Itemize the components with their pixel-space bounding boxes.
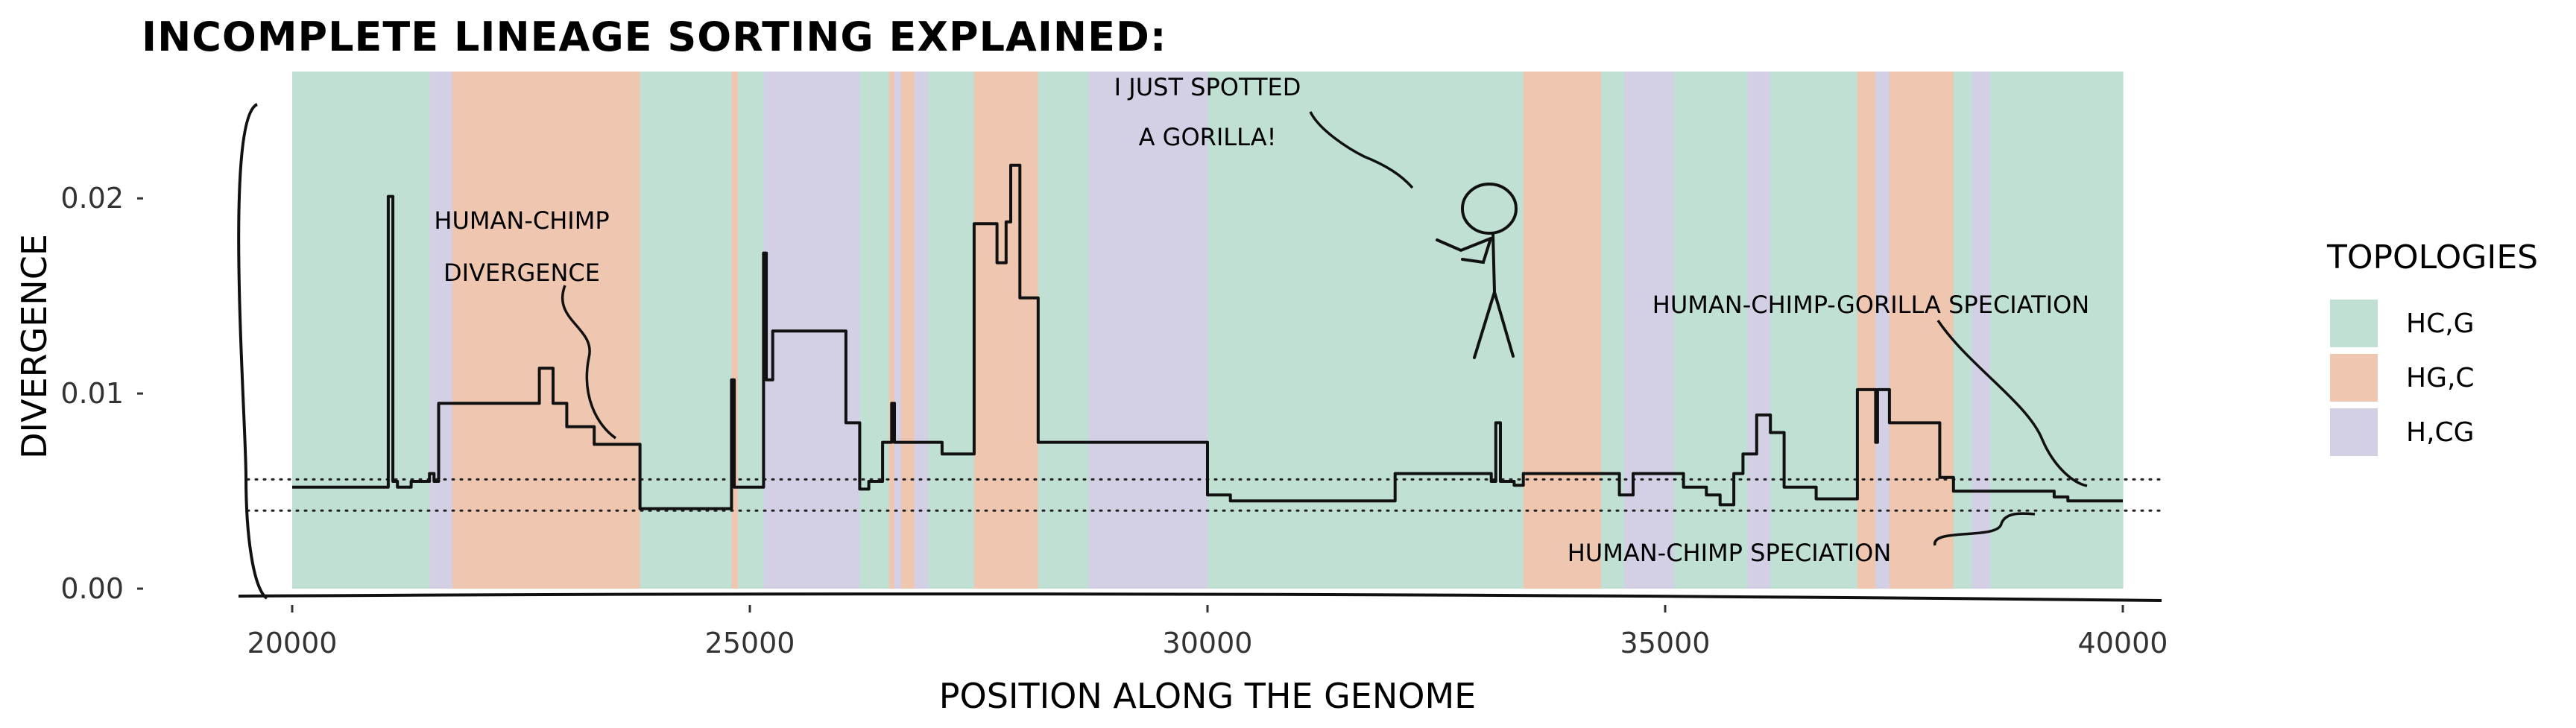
annotation-pointer xyxy=(1936,320,2088,487)
y-tick-label: 0.01 xyxy=(60,377,124,410)
topology-band-21 xyxy=(1674,72,1749,589)
x-axis-ticks: 20000 25000 30000 35000 40000 xyxy=(247,605,2168,659)
y-axis-ticks: 0.00 0.01 0.02 xyxy=(60,182,143,605)
y-tick-label: 0.00 xyxy=(60,572,124,605)
topology-band-5 xyxy=(731,72,739,589)
annotation-text: DIVERGENCE xyxy=(443,259,600,287)
chart-title: INCOMPLETE LINEAGE SORTING EXPLAINED: xyxy=(142,13,1167,60)
topology-band-15 xyxy=(1038,72,1089,589)
topology-band-27 xyxy=(1953,72,1972,589)
annotation-text: HUMAN-CHIMP xyxy=(434,206,609,235)
stick-figure-arms xyxy=(1436,237,1492,265)
topology-band-14 xyxy=(973,72,1039,589)
x-tick-label: 20000 xyxy=(247,627,338,659)
x-tick-label: 40000 xyxy=(2078,627,2168,659)
annotation-gorilla-spotted: I JUST SPOTTED A GORILLA! xyxy=(1114,73,1414,189)
y-tick-label: 0.02 xyxy=(60,182,124,215)
legend-swatch-hg_c xyxy=(2330,354,2378,402)
legend-label-h_cg: H,CG xyxy=(2406,417,2475,448)
topology-band-29 xyxy=(1989,72,2124,589)
annotation-text: HUMAN-CHIMP SPECIATION xyxy=(1568,539,1892,567)
x-tick-label: 25000 xyxy=(705,627,795,659)
topology-band-23 xyxy=(1770,72,1858,589)
topology-band-4 xyxy=(640,72,733,589)
annotation-hcg-speciation: HUMAN-CHIMP-GORILLA SPECIATION xyxy=(1652,291,2089,487)
annotation-text: I JUST SPOTTED xyxy=(1114,73,1301,101)
series-line-0 xyxy=(292,163,2123,510)
topology-band-26 xyxy=(1889,72,1954,589)
x-axis-line xyxy=(238,592,2162,602)
topology-band-10 xyxy=(894,72,902,589)
annotation-pointer xyxy=(561,285,616,440)
topology-band-12 xyxy=(915,72,929,589)
topology-band-18 xyxy=(1523,72,1602,589)
stick-figure-head xyxy=(1461,183,1518,235)
topology-band-25 xyxy=(1875,72,1890,589)
y-axis-line xyxy=(237,103,268,600)
topology-band-28 xyxy=(1972,72,1991,589)
annotation-pointer xyxy=(1933,512,2036,546)
topology-band-19 xyxy=(1601,72,1625,589)
topology-band-11 xyxy=(900,72,915,589)
x-axis-title: POSITION ALONG THE GENOME xyxy=(939,676,1476,716)
topology-band-20 xyxy=(1623,72,1675,589)
topology-band-1 xyxy=(388,72,430,589)
x-tick-label: 30000 xyxy=(1163,627,1253,659)
y-axis-title: DIVERGENCE xyxy=(14,234,54,459)
divergence-series xyxy=(292,163,2123,510)
topology-band-22 xyxy=(1747,72,1771,589)
x-tick-label: 35000 xyxy=(1620,627,1711,659)
legend-label-hc_g: HC,G xyxy=(2406,308,2475,339)
annotation-hc-speciation: HUMAN-CHIMP SPECIATION xyxy=(1568,512,2036,567)
stick-figure-legs xyxy=(1473,291,1515,359)
topology-band-8 xyxy=(859,72,890,589)
annotation-text: A GORILLA! xyxy=(1139,123,1277,151)
annotation-human-chimp-divergence: HUMAN-CHIMP DIVERGENCE xyxy=(434,206,616,440)
legend-label-hg_c: HG,C xyxy=(2406,363,2475,393)
stick-figure-illustration xyxy=(1436,183,1518,359)
annotation-text: HUMAN-CHIMP-GORILLA SPECIATION xyxy=(1652,291,2089,319)
topology-band-0 xyxy=(292,72,389,589)
legend-title: TOPOLOGIES xyxy=(2326,238,2538,276)
topology-band-9 xyxy=(888,72,895,589)
annotation-pointer xyxy=(1309,111,1414,189)
topology-band-13 xyxy=(928,72,975,589)
legend-swatch-hc_g xyxy=(2330,300,2378,347)
legend: TOPOLOGIES HC,G HG,C H,CG xyxy=(2326,238,2538,456)
topology-band-24 xyxy=(1857,72,1877,589)
legend-swatch-h_cg xyxy=(2330,408,2378,456)
reference-lines xyxy=(246,478,2163,512)
legend-items: HC,G HG,C H,CG xyxy=(2330,300,2475,456)
topology-bands xyxy=(292,72,2124,589)
stick-figure-body xyxy=(1491,232,1496,294)
topology-band-16 xyxy=(1088,72,1208,589)
topology-band-3 xyxy=(452,72,641,589)
topology-band-6 xyxy=(738,72,765,589)
topology-band-2 xyxy=(429,72,453,589)
